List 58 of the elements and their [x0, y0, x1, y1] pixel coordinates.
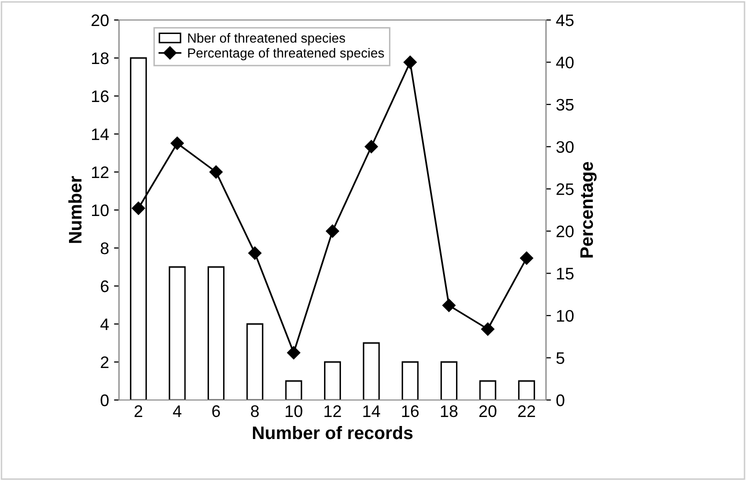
x-tick-label: 20 — [479, 405, 496, 418]
y2-tick-label: 10 — [556, 310, 574, 322]
y2-tick-label: 25 — [556, 183, 574, 196]
legend-label: Percentage of threatened species — [188, 48, 384, 60]
point — [132, 202, 145, 215]
x-tick-label: 22 — [518, 405, 536, 417]
x-tick-label: 6 — [212, 405, 220, 418]
y2-tick-label: 20 — [556, 226, 574, 238]
y-tick-label: 8 — [100, 242, 109, 254]
legend-label: Nber of threatened species — [188, 33, 346, 46]
x-tick-label: 8 — [250, 405, 259, 418]
x-axis-title: Number of records — [252, 426, 413, 440]
point — [209, 165, 223, 179]
y-tick-label: 12 — [92, 166, 108, 178]
y-tick-label: 18 — [92, 52, 109, 64]
y-tick-label: 6 — [100, 280, 109, 292]
bar — [440, 361, 458, 400]
y-tick-label: 0 — [100, 394, 109, 406]
x-tick-label: 16 — [402, 405, 419, 418]
bar — [285, 380, 302, 400]
y-tick-label: 14 — [92, 128, 109, 140]
bar — [479, 380, 496, 400]
x-tick-label: 12 — [324, 405, 341, 417]
bar — [324, 361, 341, 400]
y2-tick-label: 15 — [556, 268, 574, 280]
bar — [246, 323, 264, 400]
y2-tick-label: 35 — [556, 98, 574, 111]
point — [404, 56, 417, 69]
point — [442, 298, 456, 312]
x-tick-label: 18 — [440, 405, 458, 418]
y-tick-label: 2 — [100, 356, 108, 368]
y2-tick-label: 30 — [556, 141, 574, 153]
point — [520, 252, 534, 265]
point — [364, 140, 378, 154]
bar — [402, 361, 419, 400]
bar — [518, 380, 536, 400]
y2-axis-title: Percentage — [580, 162, 597, 258]
y-tick-label: 20 — [92, 14, 109, 26]
x-tick-label: 2 — [134, 405, 142, 417]
y-tick-label: 16 — [92, 90, 109, 102]
y2-tick-label: 45 — [556, 14, 574, 26]
y-tick-label: 4 — [100, 318, 109, 330]
bar — [168, 266, 186, 400]
point — [326, 224, 340, 238]
point — [287, 346, 300, 360]
point — [170, 136, 184, 150]
x-tick-label: 14 — [363, 405, 380, 417]
y2-tick-label: 5 — [556, 352, 564, 364]
x-tick-label: 10 — [286, 405, 302, 418]
point — [248, 246, 262, 260]
bar — [362, 342, 380, 400]
y-tick-label: 10 — [92, 204, 109, 216]
x-tick-label: 4 — [172, 405, 182, 417]
y2-tick-label: 0 — [556, 394, 564, 406]
y2-tick-label: 40 — [556, 56, 574, 68]
y-axis-title: Number — [68, 176, 82, 243]
bar — [208, 266, 225, 400]
point — [481, 322, 494, 336]
